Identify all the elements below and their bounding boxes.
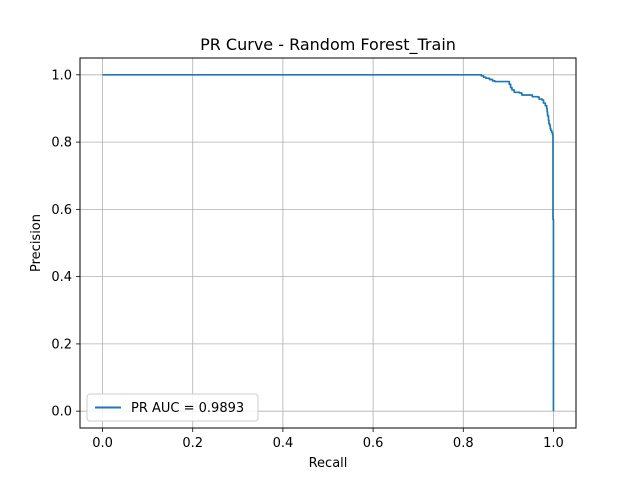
y-tick-label: 1.0 bbox=[51, 68, 72, 83]
grid-lines bbox=[80, 58, 576, 428]
y-tick-label: 0.4 bbox=[51, 270, 72, 285]
y-tick-label: 0.6 bbox=[51, 203, 72, 218]
y-axis-label: Precision bbox=[29, 214, 44, 272]
x-axis-label: Recall bbox=[309, 456, 348, 471]
x-tick-label: 0.2 bbox=[182, 436, 203, 451]
series-line-0 bbox=[102, 73, 555, 412]
x-tick-label: 1.0 bbox=[543, 436, 564, 451]
y-tick-label: 0.8 bbox=[51, 136, 72, 151]
legend: PR AUC = 0.9893 bbox=[86, 393, 259, 422]
chart-title: PR Curve - Random Forest_Train bbox=[200, 35, 456, 55]
plot-frame bbox=[79, 57, 577, 429]
x-tick-label: 0.8 bbox=[453, 436, 474, 451]
x-axis-ticks: 0.0 0.2 0.4 0.6 0.8 1.0 bbox=[92, 428, 564, 451]
legend-entry-label: PR AUC = 0.9893 bbox=[131, 401, 244, 416]
x-tick-label: 0.0 bbox=[92, 436, 113, 451]
legend-box bbox=[86, 393, 259, 422]
y-axis-ticks: 0.0 0.2 0.4 0.6 0.8 1.0 bbox=[51, 68, 80, 420]
y-tick-label: 0.0 bbox=[51, 405, 72, 420]
x-tick-label: 0.6 bbox=[363, 436, 384, 451]
y-tick-label: 0.2 bbox=[51, 337, 72, 352]
x-tick-label: 0.4 bbox=[273, 436, 294, 451]
series-layer bbox=[102, 73, 555, 412]
